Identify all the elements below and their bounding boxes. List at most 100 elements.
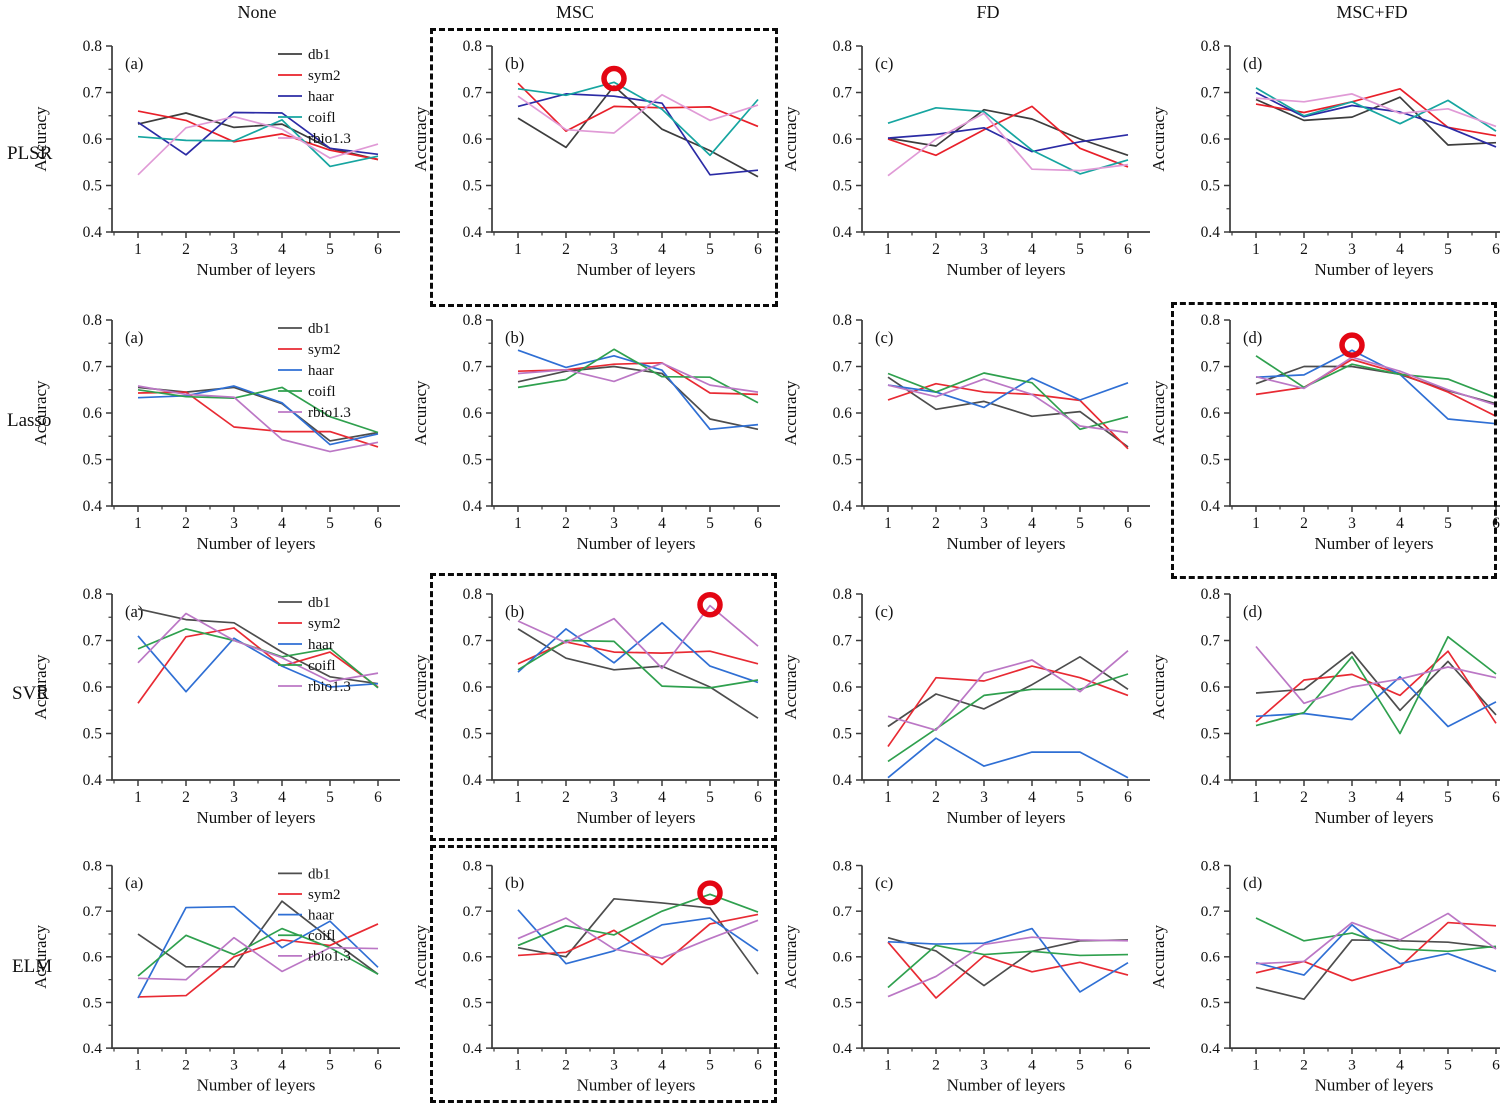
y-tick-label: 0.4	[1201, 772, 1221, 789]
y-axis-title: Accuracy	[411, 380, 430, 446]
x-tick-label: 3	[230, 789, 238, 806]
x-tick-label: 5	[326, 789, 334, 806]
x-tick-label: 1	[134, 1057, 142, 1074]
y-axis-title: Accuracy	[31, 654, 50, 720]
x-tick-label: 4	[278, 241, 286, 258]
series-haar	[1255, 91, 1497, 148]
panel-letter: (d)	[1243, 602, 1262, 621]
legend-label-haar: haar	[308, 908, 334, 924]
series-coifl	[887, 106, 1129, 175]
legend-label-db1: db1	[308, 47, 331, 63]
series-sym2	[517, 361, 759, 396]
series-rbio1.3	[1255, 645, 1497, 705]
y-tick-label: 0.8	[1201, 858, 1221, 875]
chart-elm-fd: 0.4 0.5 0.6 0.7 0.8 1 2 3 4 5 6 Number of leyers Acc…	[781, 858, 1150, 1094]
y-axis-title: Accuracy	[1149, 380, 1168, 446]
x-axis-title: Number of leyers	[577, 260, 696, 279]
y-tick-label: 0.8	[463, 858, 483, 875]
x-tick-label: 6	[1124, 241, 1132, 258]
x-tick-label: 4	[1028, 515, 1036, 532]
series-db1	[517, 628, 759, 719]
series-rbio1.3	[1255, 356, 1497, 406]
x-tick-label: 3	[610, 515, 618, 532]
chart-lasso-msc: 0.4 0.5 0.6 0.7 0.8 1 2 3 4 5 6 Number of leyers Acc…	[411, 312, 780, 553]
series-db1	[137, 112, 379, 161]
y-tick-label: 0.5	[1201, 994, 1221, 1011]
x-axis-title: Number of leyers	[1315, 808, 1434, 827]
x-axis-title: Number of leyers	[197, 260, 316, 279]
x-tick-label: 3	[980, 515, 988, 532]
series-rbio1.3	[517, 917, 759, 960]
y-tick-label: 0.4	[463, 1040, 483, 1057]
series-sym2	[137, 627, 379, 704]
x-tick-label: 5	[326, 1057, 334, 1074]
y-axis-title: Accuracy	[411, 654, 430, 720]
x-tick-label: 2	[562, 1057, 570, 1074]
x-tick-label: 4	[1396, 515, 1404, 532]
y-tick-label: 0.4	[1201, 1040, 1221, 1057]
series-sym2	[1255, 921, 1497, 982]
x-tick-label: 2	[562, 515, 570, 532]
y-axis-title: Accuracy	[781, 106, 800, 172]
y-tick-label: 0.7	[833, 633, 853, 650]
y-tick-label: 0.4	[833, 772, 853, 789]
series-sym2	[137, 923, 379, 998]
x-tick-label: 4	[658, 1057, 666, 1074]
legend-label-haar: haar	[308, 363, 334, 379]
highlight-circle	[697, 591, 723, 618]
x-axis-title: Number of leyers	[577, 534, 696, 553]
y-tick-label: 0.4	[833, 1040, 853, 1057]
legend-label-sym2: sym2	[308, 616, 341, 632]
series-sym2	[517, 641, 759, 665]
y-tick-label: 0.6	[463, 949, 483, 966]
series-haar	[137, 635, 379, 693]
series-rbio1.3	[137, 385, 379, 453]
column-title-msc-fd: MSC+FD	[1336, 2, 1408, 22]
series-coifl	[517, 639, 759, 689]
x-tick-label: 3	[980, 241, 988, 258]
y-tick-label: 0.5	[1201, 726, 1221, 743]
y-tick-label: 0.7	[833, 359, 853, 376]
x-tick-label: 5	[1444, 241, 1452, 258]
y-tick-label: 0.5	[833, 726, 853, 743]
x-tick-label: 5	[706, 241, 714, 258]
series-sym2	[887, 105, 1129, 168]
y-tick-label: 0.7	[463, 359, 483, 376]
series-db1	[137, 900, 379, 975]
x-tick-label: 5	[706, 789, 714, 806]
series-haar	[887, 737, 1129, 779]
x-tick-label: 1	[884, 515, 892, 532]
series-coifl	[137, 386, 379, 434]
row-title-plsr: PLSR	[7, 143, 53, 164]
y-tick-label: 0.6	[83, 405, 103, 422]
x-tick-label: 4	[1028, 241, 1036, 258]
x-tick-label: 6	[1492, 241, 1500, 258]
y-axis-title: Accuracy	[31, 380, 50, 446]
y-tick-label: 0.7	[1201, 359, 1221, 376]
y-tick-label: 0.8	[83, 38, 103, 55]
x-tick-label: 1	[1252, 241, 1260, 258]
x-tick-label: 3	[230, 1057, 238, 1074]
y-tick-label: 0.5	[1201, 178, 1221, 195]
x-axis-title: Number of leyers	[577, 808, 696, 827]
highlight-circle	[601, 65, 627, 92]
x-tick-label: 2	[1300, 241, 1308, 258]
series-rbio1.3	[1255, 93, 1497, 128]
y-tick-label: 0.6	[83, 679, 103, 696]
series-coifl	[137, 119, 379, 168]
series-rbio1.3	[1255, 912, 1497, 965]
x-axis-title: Number of leyers	[947, 1075, 1066, 1094]
x-tick-label: 4	[1396, 1057, 1404, 1074]
y-tick-label: 0.5	[83, 452, 103, 469]
column-title-msc: MSC	[555, 2, 595, 22]
highlight-circle	[697, 880, 723, 906]
series-rbio1.3	[887, 378, 1129, 434]
series-db1	[137, 608, 379, 685]
y-tick-label: 0.8	[833, 586, 853, 603]
chart-plsr-fd: 0.4 0.5 0.6 0.7 0.8 1 2 3 4 5 6 Number of leyers Acc…	[781, 38, 1150, 279]
series-sym2	[887, 665, 1129, 747]
x-tick-label: 2	[1300, 789, 1308, 806]
x-tick-label: 2	[932, 789, 940, 806]
x-tick-label: 1	[884, 1057, 892, 1074]
